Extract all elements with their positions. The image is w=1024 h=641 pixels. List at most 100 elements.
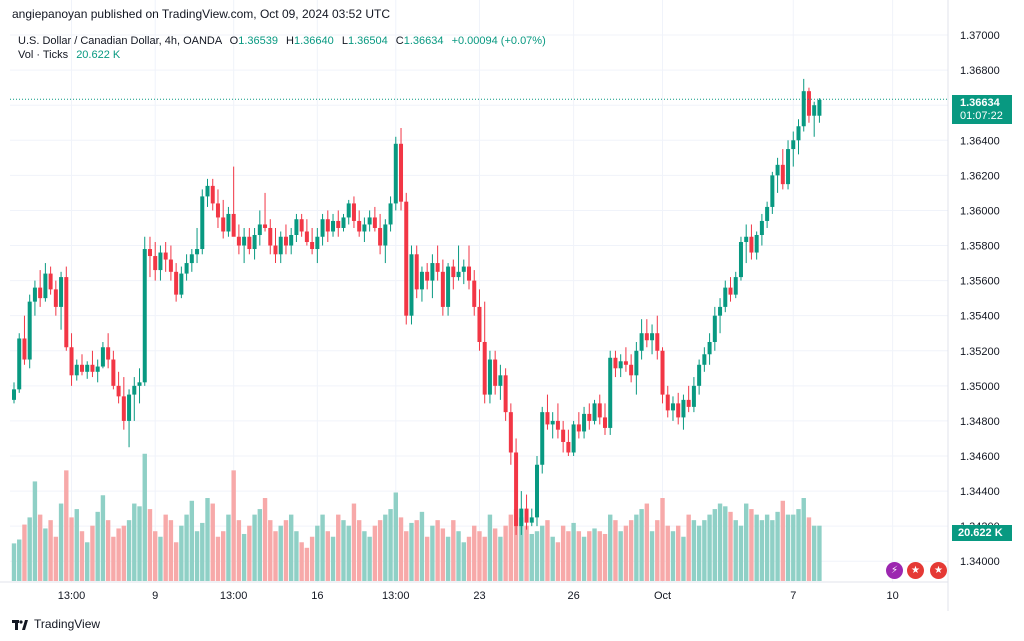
volume-bar <box>466 536 472 581</box>
price-tick-label: 1.35800 <box>960 241 1000 253</box>
volume-bar <box>587 531 592 581</box>
candle-body <box>456 271 461 278</box>
candle-body <box>597 403 602 418</box>
volume-bar <box>241 533 247 581</box>
volume-bar <box>69 517 74 581</box>
candle-body <box>22 338 27 360</box>
volume-bar <box>288 514 294 581</box>
candle-body <box>550 420 555 425</box>
time-tick-label: 10 <box>887 590 899 602</box>
candle-body <box>378 227 383 246</box>
candle-body <box>325 219 330 232</box>
candle-body <box>388 203 393 225</box>
candle-body <box>623 361 628 365</box>
price-tick-label: 1.35200 <box>960 346 1000 358</box>
candle-body <box>602 417 607 428</box>
low-value: 1.36504 <box>347 35 388 47</box>
high-label: H <box>286 35 294 47</box>
candle-body <box>582 413 587 432</box>
candle-body <box>487 359 492 395</box>
time-axis[interactable]: 13:00 9 13:00 16 13:00 23 26 Oct 7 10 <box>58 590 899 602</box>
candle-body <box>174 271 179 295</box>
volume-bar <box>545 520 550 581</box>
candle-body <box>121 396 126 421</box>
volume-bar <box>681 536 686 581</box>
us-flag-icon[interactable]: ★ <box>930 562 947 579</box>
volume-bar <box>655 520 660 581</box>
high-value: 1.36640 <box>294 35 334 47</box>
candle-body <box>100 347 105 367</box>
volume-bar <box>105 520 111 581</box>
candle-body <box>205 185 210 197</box>
candle-body <box>660 350 665 395</box>
volume-bar <box>639 509 644 581</box>
volume-bar <box>268 520 273 581</box>
tradingview-logo-icon <box>12 619 28 630</box>
volume-bar <box>492 528 498 581</box>
volume-bar <box>670 531 676 581</box>
volume-bar <box>513 509 519 581</box>
volume-bar <box>445 536 451 581</box>
candle-body <box>780 164 785 185</box>
candle-body <box>634 350 639 376</box>
candle-body <box>655 333 660 351</box>
volume-bar <box>550 536 555 581</box>
symbol-legend[interactable]: U.S. Dollar / Canadian Dollar, 4h, OANDA… <box>18 33 546 49</box>
candle-body <box>226 213 231 232</box>
volume-bar <box>278 525 283 581</box>
candle-body <box>786 149 791 185</box>
price-tick-label: 1.36400 <box>960 135 1000 147</box>
volume-bar <box>728 511 733 581</box>
candle-body <box>759 220 764 235</box>
candle-body <box>357 220 362 232</box>
candle-body <box>430 263 435 281</box>
volume-bar <box>555 542 561 581</box>
volume-bar <box>540 525 545 581</box>
candle-body <box>69 347 74 376</box>
candle-body <box>801 91 806 127</box>
time-tick-label: 16 <box>311 590 323 602</box>
candle-body <box>812 105 817 116</box>
symbol-name[interactable]: U.S. Dollar / Canadian Dollar, 4h, OANDA <box>18 35 222 47</box>
candle-body <box>404 201 409 316</box>
candle-body <box>320 219 325 237</box>
candle-body <box>817 99 822 116</box>
volume-bar <box>383 514 388 581</box>
volume-bar <box>472 525 477 581</box>
volume-bar <box>581 536 587 581</box>
volume-bar <box>27 517 32 581</box>
low-label: L <box>341 35 348 47</box>
time-tick-label: 7 <box>790 590 796 602</box>
volume-bar <box>749 509 754 581</box>
price-axis[interactable]: 1.370001.368001.366001.364001.362001.360… <box>960 30 1000 568</box>
candle-body <box>195 249 200 255</box>
volume-bar <box>414 520 419 581</box>
volume-bar <box>142 453 147 581</box>
price-tick-label: 1.36800 <box>960 65 1000 77</box>
volume-bar <box>723 506 728 581</box>
candle-body <box>738 242 743 278</box>
candle-body <box>498 375 503 386</box>
volume-bar <box>184 514 189 581</box>
volume-bar <box>147 509 153 581</box>
volume-bar <box>90 525 95 581</box>
volume-bar <box>738 525 744 581</box>
volume-bar <box>367 536 372 581</box>
volume-bar <box>163 514 168 581</box>
volume-bar <box>623 525 629 581</box>
last-price-value: 1.36634 <box>960 97 1000 109</box>
volume-bar <box>205 498 210 581</box>
volume-bar <box>566 531 571 581</box>
lightning-icon[interactable]: ⚡ <box>886 562 903 579</box>
us-flag-icon[interactable]: ★ <box>907 562 924 579</box>
volume-bar <box>221 531 226 581</box>
volume-bar <box>592 528 597 581</box>
footer-brand[interactable]: TradingView <box>12 617 100 631</box>
candle-body <box>184 263 189 274</box>
volume-bar <box>53 536 59 581</box>
volume-legend[interactable]: Vol · Ticks 20.622 K <box>18 49 120 61</box>
candlesticks <box>12 78 822 535</box>
candle-body <box>765 206 770 221</box>
candle-body <box>629 364 634 376</box>
